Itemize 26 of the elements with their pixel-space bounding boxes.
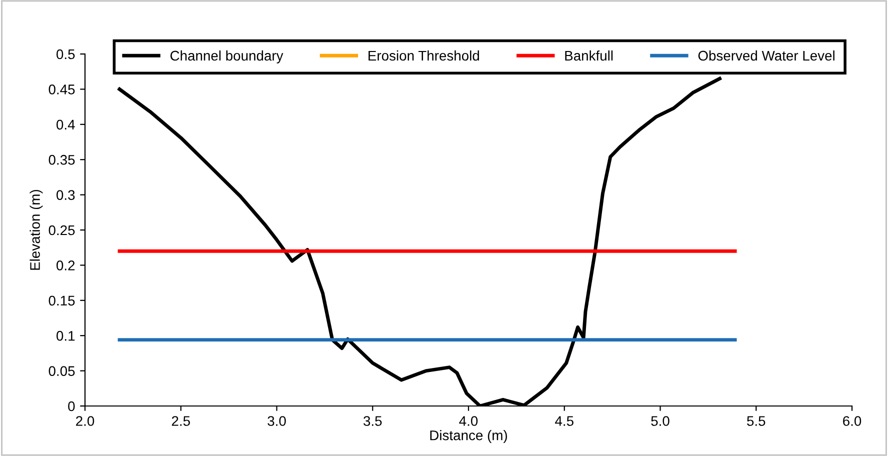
x-tick-label: 5.0 xyxy=(651,416,670,426)
legend-label: Bankfull xyxy=(565,50,613,61)
x-tick-label: 2.0 xyxy=(76,416,94,426)
x-tick-label: 3.0 xyxy=(268,416,286,426)
legend-label: Erosion Threshold xyxy=(368,50,480,61)
y-tick-label: 0.3 xyxy=(56,190,75,200)
y-tick-label: 0.5 xyxy=(56,49,75,60)
x-tick-label: 6.0 xyxy=(843,416,862,426)
legend-label: Observed Water Level xyxy=(698,50,834,61)
x-tick-label: 3.5 xyxy=(364,416,382,426)
x-axis-title: Distance (m) xyxy=(430,430,507,443)
x-tick-label: 5.5 xyxy=(747,416,766,426)
x-tick-label: 4.0 xyxy=(459,416,478,426)
y-tick-label: 0.25 xyxy=(48,225,75,236)
y-tick-label: 0.4 xyxy=(56,120,75,130)
y-tick-label: 0.45 xyxy=(48,84,75,94)
y-tick-label: 0.15 xyxy=(48,296,75,306)
x-tick-label: 4.5 xyxy=(555,416,574,426)
x-tick-label: 2.5 xyxy=(172,416,190,426)
y-tick-label: 0.35 xyxy=(48,154,75,165)
y-tick-label: 0.1 xyxy=(56,330,75,341)
y-tick-label: 0.05 xyxy=(48,366,75,376)
y-axis-title: Elevation (m) xyxy=(30,190,43,270)
y-tick-label: 0 xyxy=(68,401,75,412)
y-tick-label: 0.2 xyxy=(56,260,75,270)
legend-label: Channel boundary xyxy=(170,50,284,64)
